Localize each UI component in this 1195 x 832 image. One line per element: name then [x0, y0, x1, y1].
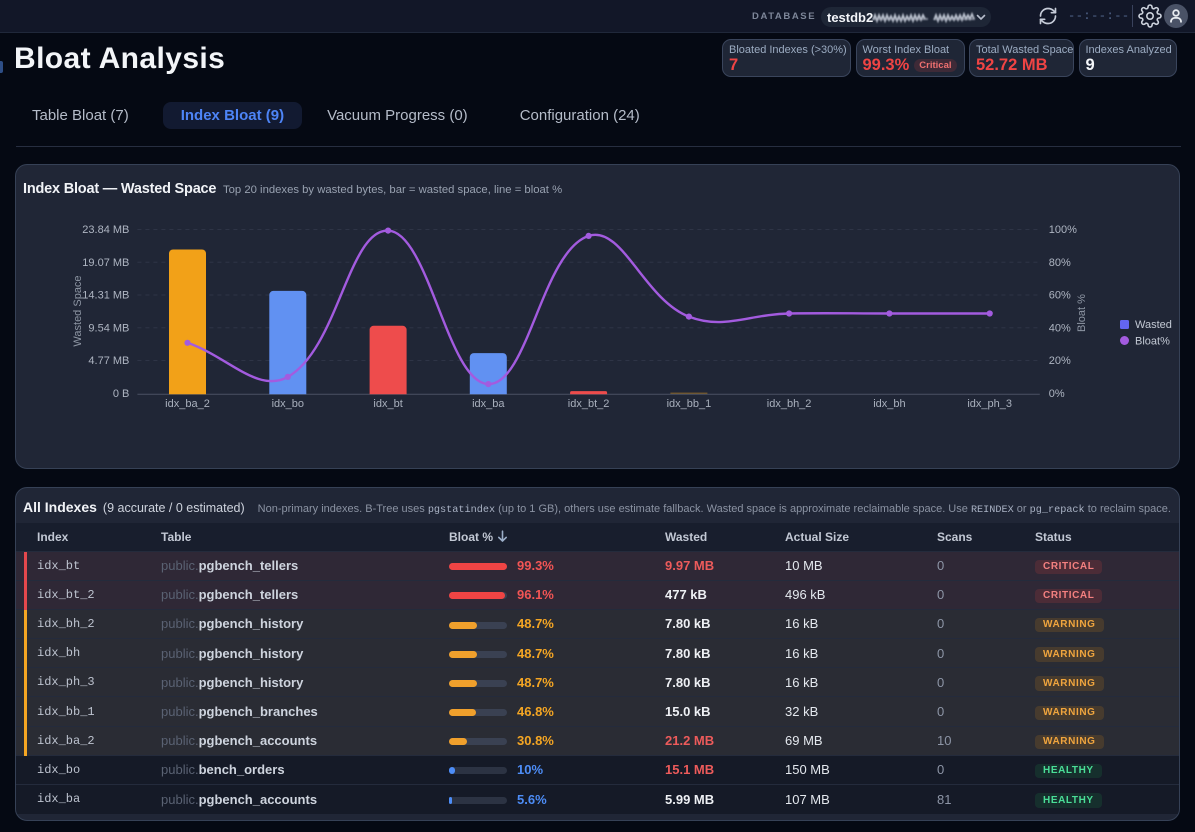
svg-text:idx_bt_2: idx_bt_2	[568, 398, 610, 410]
svg-text:19.07 MB: 19.07 MB	[82, 257, 129, 269]
svg-text:23.84 MB: 23.84 MB	[82, 224, 129, 236]
svg-text:idx_bb_1: idx_bb_1	[667, 398, 712, 410]
svg-text:20%: 20%	[1049, 355, 1071, 367]
svg-text:Bloat%: Bloat%	[1135, 336, 1170, 348]
svg-text:4.77 MB: 4.77 MB	[88, 355, 129, 367]
svg-text:idx_ph_3: idx_ph_3	[967, 398, 1012, 410]
svg-text:idx_bo: idx_bo	[272, 398, 304, 410]
svg-text:Wasted: Wasted	[1135, 319, 1172, 331]
svg-text:80%: 80%	[1049, 257, 1071, 269]
svg-text:idx_ba_2: idx_ba_2	[165, 398, 210, 410]
svg-text:idx_ba: idx_ba	[472, 398, 505, 410]
svg-text:Bloat %: Bloat %	[1076, 294, 1088, 332]
svg-text:idx_bh: idx_bh	[873, 398, 905, 410]
svg-text:Wasted Space: Wasted Space	[72, 275, 84, 346]
svg-text:40%: 40%	[1049, 322, 1071, 334]
svg-text:idx_bt: idx_bt	[373, 398, 402, 410]
svg-text:60%: 60%	[1049, 290, 1071, 302]
svg-text:9.54 MB: 9.54 MB	[88, 322, 129, 334]
svg-text:0 B: 0 B	[113, 388, 130, 400]
svg-text:idx_bh_2: idx_bh_2	[767, 398, 812, 410]
svg-text:0%: 0%	[1049, 388, 1065, 400]
svg-text:14.31 MB: 14.31 MB	[82, 290, 129, 302]
svg-text:100%: 100%	[1049, 224, 1077, 236]
